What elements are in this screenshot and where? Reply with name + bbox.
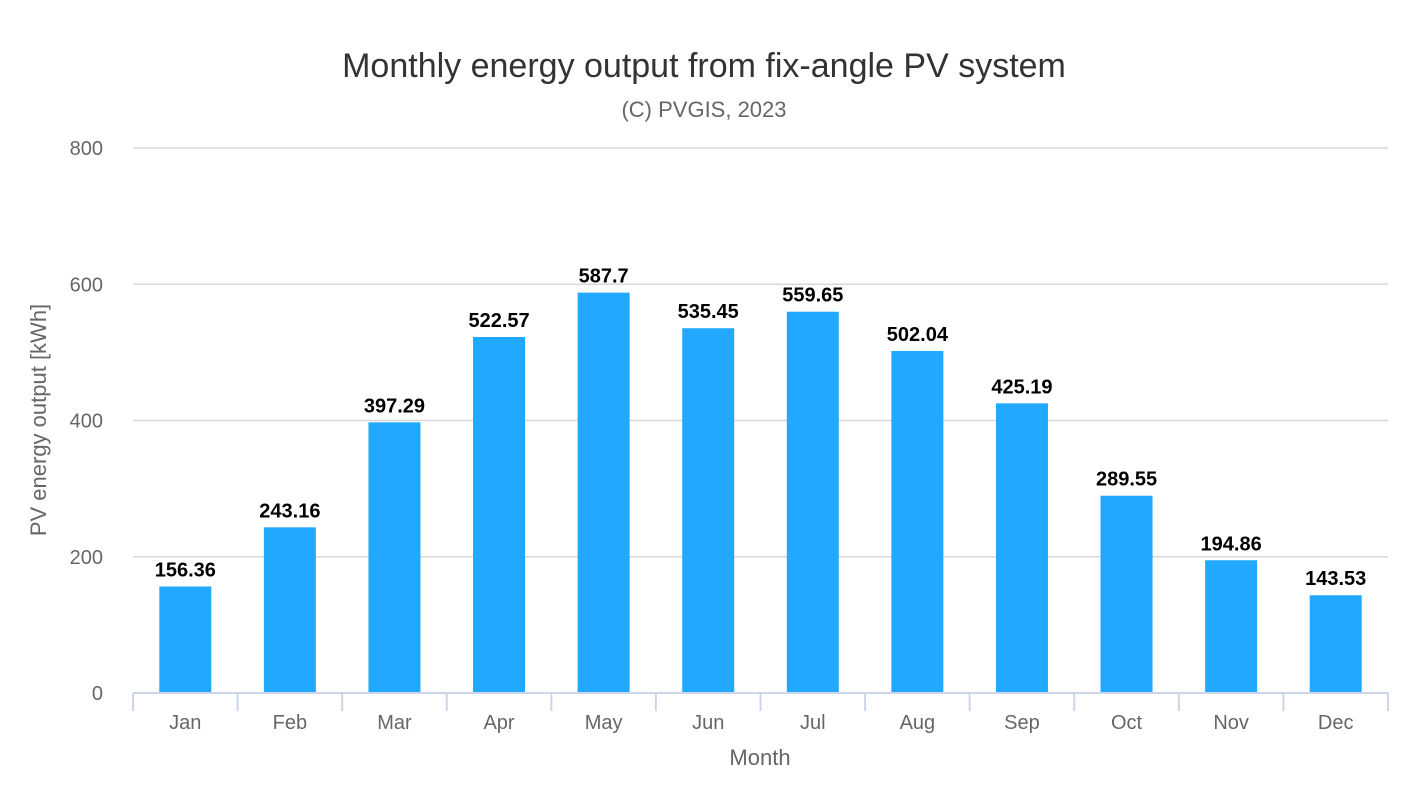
bar-may <box>577 292 630 693</box>
y-tick-label: 600 <box>70 274 103 296</box>
bar-aug <box>891 350 944 693</box>
bar-jul <box>786 311 839 693</box>
x-tick-label: Oct <box>1111 712 1143 734</box>
bar-jun <box>682 328 735 693</box>
y-tick-label: 0 <box>92 683 103 705</box>
data-label: 397.29 <box>364 395 425 417</box>
data-label: 559.65 <box>782 285 843 307</box>
x-tick-label: Sep <box>1004 712 1040 734</box>
data-label: 243.16 <box>259 500 320 522</box>
bar-feb <box>263 527 316 693</box>
bar-dec <box>1309 595 1362 693</box>
data-label: 156.36 <box>155 559 216 581</box>
data-label: 502.04 <box>887 324 949 346</box>
y-tick-label: 400 <box>70 411 103 433</box>
data-label: 194.86 <box>1201 533 1262 555</box>
x-tick-label: Apr <box>483 712 514 734</box>
bar-apr <box>473 336 526 693</box>
data-label: 425.19 <box>991 376 1052 398</box>
y-tick-label: 200 <box>70 547 103 569</box>
y-tick-label: 800 <box>70 138 103 160</box>
x-tick-label: Feb <box>273 712 307 734</box>
data-label: 143.53 <box>1305 568 1366 590</box>
chart-subtitle: (C) PVGIS, 2023 <box>621 97 786 122</box>
data-label: 522.57 <box>468 310 529 332</box>
data-label: 587.7 <box>579 266 629 288</box>
data-label: 535.45 <box>678 301 739 323</box>
x-tick-label: Jan <box>169 712 201 734</box>
bar-jan <box>159 586 212 693</box>
x-tick-label: Aug <box>900 712 936 734</box>
x-tick-label: Mar <box>377 712 412 734</box>
bar-nov <box>1205 560 1258 693</box>
x-tick-label: Jun <box>692 712 724 734</box>
y-axis-label: PV energy output [kWh] <box>26 304 51 536</box>
x-tick-label: May <box>585 712 623 734</box>
bar-oct <box>1100 495 1153 693</box>
x-tick-label: Jul <box>800 712 826 734</box>
x-tick-label: Nov <box>1213 712 1249 734</box>
data-label: 289.55 <box>1096 469 1157 491</box>
bar-sep <box>995 403 1048 693</box>
chart-title: Monthly energy output from fix-angle PV … <box>342 47 1066 85</box>
x-tick-label: Dec <box>1318 712 1354 734</box>
x-axis-label: Month <box>729 745 790 770</box>
bar-mar <box>368 422 421 693</box>
